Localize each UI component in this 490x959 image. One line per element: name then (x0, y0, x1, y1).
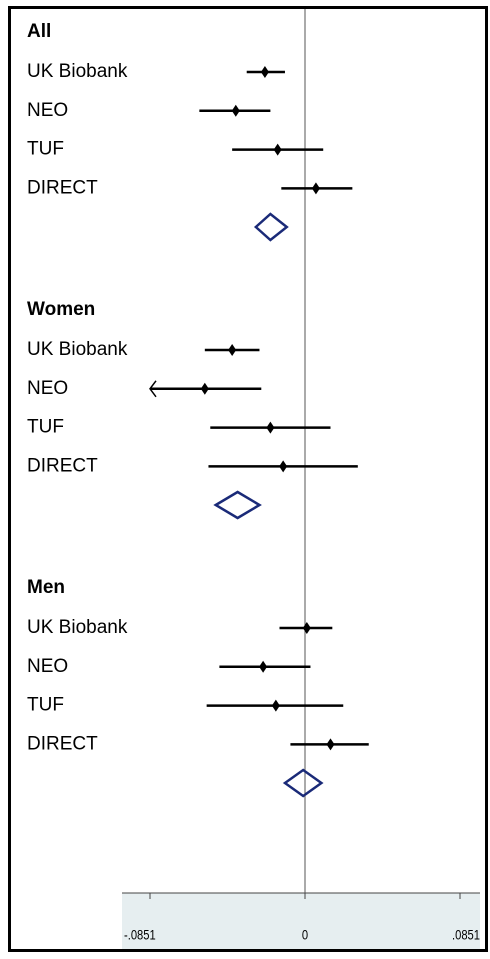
x-tick-label: 0 (302, 928, 308, 943)
study-label: TUF (27, 139, 64, 160)
study-label: TUF (27, 695, 64, 716)
point-estimate (260, 66, 269, 78)
study-label: DIRECT (27, 455, 98, 476)
study-label: DIRECT (27, 177, 98, 198)
pooled-diamond (213, 490, 262, 520)
point-estimate (231, 104, 240, 117)
point-estimate (259, 660, 268, 673)
point-estimate (228, 344, 237, 356)
point-estimate (311, 182, 320, 195)
point-estimate (266, 421, 275, 434)
study-label: UK Biobank (27, 61, 128, 82)
study-label: UK Biobank (27, 339, 128, 360)
study-label: NEO (27, 656, 68, 677)
point-estimate (302, 622, 311, 634)
group-header: Women (27, 299, 95, 320)
x-tick-label: .0851 (452, 928, 480, 943)
study-label: UK Biobank (27, 617, 128, 638)
frame (8, 6, 488, 952)
pooled-diamond (253, 212, 289, 242)
study-label: NEO (27, 378, 68, 399)
point-estimate (271, 699, 280, 712)
point-estimate (273, 143, 282, 156)
group-header: All (27, 21, 51, 42)
study-label: DIRECT (27, 733, 98, 754)
study-label: TUF (27, 417, 64, 438)
group-header: Men (27, 577, 65, 598)
point-estimate (279, 460, 288, 473)
ci-arrow (149, 380, 157, 398)
point-estimate (326, 738, 335, 751)
pooled-diamond (282, 768, 324, 798)
axis-band (122, 893, 480, 950)
x-tick-label: -.0851 (124, 928, 156, 943)
point-estimate (200, 382, 209, 395)
study-label: NEO (27, 100, 68, 121)
